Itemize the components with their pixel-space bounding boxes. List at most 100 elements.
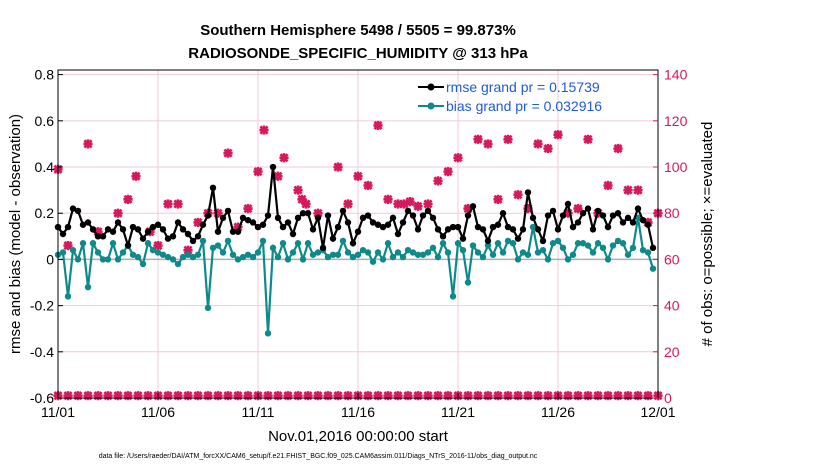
obs-baseline-marker xyxy=(283,391,293,401)
bias-point xyxy=(99,256,107,263)
rmse-point xyxy=(449,223,457,231)
rmse-point xyxy=(329,235,337,242)
rmse-point xyxy=(529,214,537,222)
bias-point xyxy=(119,249,127,256)
obs-baseline-marker xyxy=(213,391,223,401)
obs-count-marker xyxy=(259,125,269,135)
bias-point xyxy=(274,253,282,261)
rmse-point xyxy=(289,230,297,238)
bias-point xyxy=(579,240,587,247)
bias-point xyxy=(574,240,582,247)
bias-point xyxy=(504,237,512,245)
bias-point xyxy=(139,260,147,268)
bias-point xyxy=(589,249,597,256)
rmse-point xyxy=(229,228,237,235)
bias-point xyxy=(564,256,572,263)
obs-count-marker xyxy=(183,245,193,255)
obs-count-marker xyxy=(253,167,263,177)
obs-baseline-marker xyxy=(633,391,643,401)
rmse-point xyxy=(294,214,302,222)
bias-point xyxy=(514,256,522,263)
obs-baseline-marker xyxy=(533,391,543,401)
obs-count-marker xyxy=(405,197,415,207)
y-tick-label: 0.4 xyxy=(35,159,55,175)
bias-point xyxy=(394,249,402,256)
obs-baseline-marker xyxy=(263,391,273,401)
bias-point xyxy=(559,244,567,252)
rmse-point xyxy=(549,207,557,215)
obs-count-marker xyxy=(373,120,383,131)
rmse-point xyxy=(609,212,617,219)
bias-point xyxy=(644,249,652,256)
bias-point xyxy=(439,240,447,247)
bias-point xyxy=(289,249,297,256)
bias-point xyxy=(594,240,602,247)
rmse-point xyxy=(69,205,77,212)
rmse-point xyxy=(259,221,267,228)
obs-baseline-marker xyxy=(513,391,523,401)
obs-baseline-marker xyxy=(183,391,193,401)
obs-baseline-marker xyxy=(503,391,513,401)
obs-count-marker xyxy=(473,134,483,144)
obs-baseline-marker xyxy=(543,391,553,401)
bias-point xyxy=(174,260,182,268)
rmse-point xyxy=(144,228,152,235)
bias-point xyxy=(154,249,162,256)
bias-point xyxy=(234,256,242,263)
rmse-point xyxy=(429,214,437,222)
bias-point xyxy=(339,237,347,245)
bias-point xyxy=(204,304,212,312)
rmse-point xyxy=(304,210,312,217)
obs-baseline-marker xyxy=(563,391,573,401)
obs-baseline-marker xyxy=(613,391,623,401)
obs-baseline-marker xyxy=(343,391,353,401)
obs-count-marker xyxy=(623,185,633,195)
obs-baseline-marker xyxy=(333,391,343,401)
obs-count-marker xyxy=(453,153,463,163)
rmse-point xyxy=(559,212,567,219)
bias-point xyxy=(609,242,617,249)
rmse-point xyxy=(384,221,392,228)
bias-point xyxy=(239,253,247,261)
obs-count-marker xyxy=(293,185,303,195)
obs-baseline-marker xyxy=(323,391,333,401)
bias-point xyxy=(619,240,627,247)
bias-point xyxy=(334,251,342,258)
rmse-point xyxy=(139,235,147,242)
obs-count-marker xyxy=(583,134,593,144)
rmse-point xyxy=(269,163,277,171)
rmse-point xyxy=(454,223,462,231)
bias-point xyxy=(134,253,142,261)
obs-baseline-marker xyxy=(383,391,393,401)
rmse-point xyxy=(214,228,222,235)
rmse-point xyxy=(569,223,577,231)
rmse-point xyxy=(64,223,72,231)
rmse-point xyxy=(394,230,402,238)
obs-baseline-marker xyxy=(393,391,403,401)
legend-rmse-marker xyxy=(427,83,435,91)
bias-point xyxy=(94,249,102,256)
bias-point xyxy=(79,240,87,247)
bias-point xyxy=(179,253,187,261)
obs-baseline-marker xyxy=(583,391,593,401)
obs-count-marker xyxy=(193,217,203,228)
y-right-tick-label: 120 xyxy=(664,113,688,129)
obs-count-marker xyxy=(613,143,623,154)
obs-baseline-marker xyxy=(643,391,653,401)
bias-point xyxy=(359,246,367,254)
rmse-point xyxy=(334,223,342,231)
rmse-point xyxy=(199,221,207,228)
y-tick-label: -0.4 xyxy=(30,344,54,360)
rmse-point xyxy=(159,226,167,233)
y-axis-left: -0.6 -0.4 -0.2 0 0.2 0.4 0.6 0.8 xyxy=(30,67,63,406)
bias-point xyxy=(194,251,202,258)
obs-baseline-marker xyxy=(113,391,123,401)
legend-bias-marker xyxy=(427,102,435,110)
obs-count-marker xyxy=(343,199,353,209)
obs-count-marker xyxy=(243,203,253,214)
obs-count-marker xyxy=(93,227,103,237)
bias-point xyxy=(104,256,112,263)
obs-count-marker xyxy=(173,199,183,209)
rmse-point xyxy=(299,210,307,217)
bias-point xyxy=(59,249,67,256)
